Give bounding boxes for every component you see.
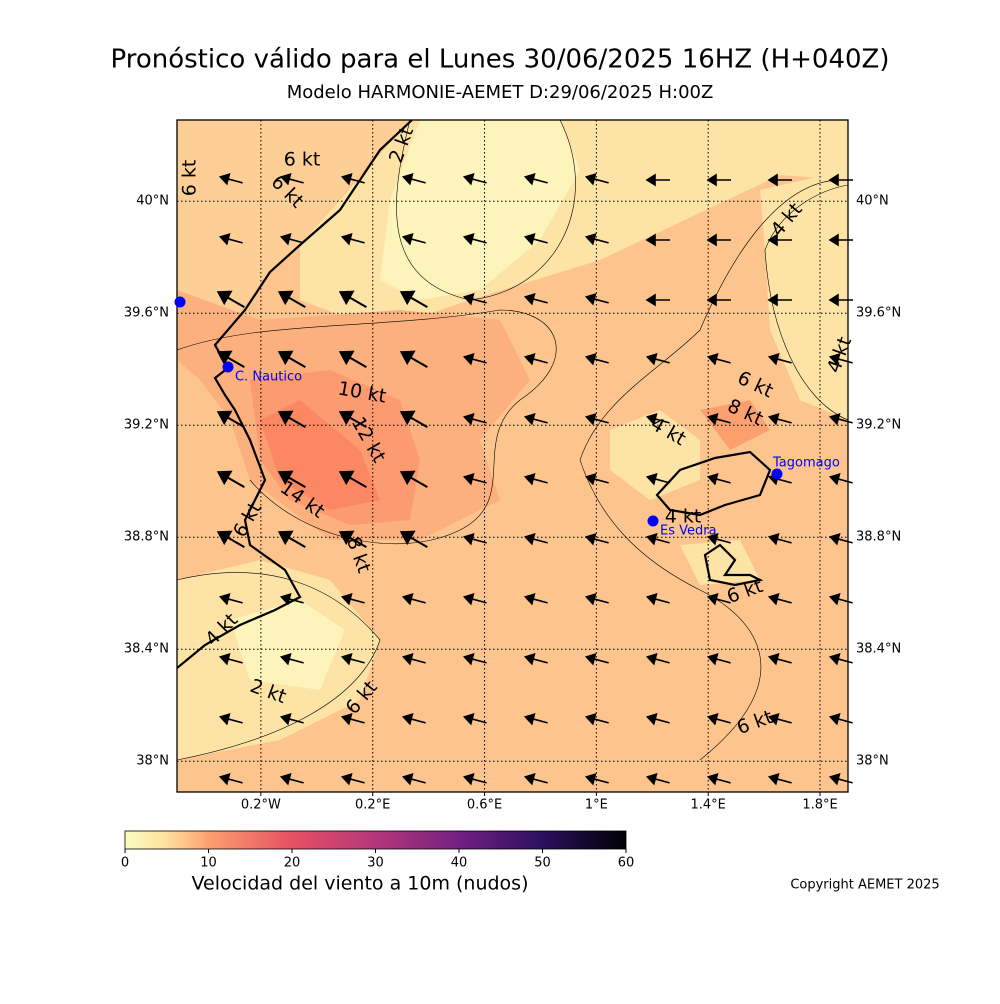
lon-tick-label: 1.4°E xyxy=(691,798,726,813)
colorbar-ticks: 0 10 20 30 40 50 60 xyxy=(121,849,634,871)
map-frame xyxy=(176,119,849,793)
colorbar-tick-label: 40 xyxy=(451,856,468,871)
station-dot xyxy=(647,515,659,527)
colorbar-tick-label: 50 xyxy=(534,856,551,871)
subtitle: Modelo HARMONIE-AEMET D:29/06/2025 H:00Z xyxy=(287,82,714,103)
colorbar xyxy=(124,830,627,850)
station-dot xyxy=(174,296,186,308)
contour-label: 4 kt xyxy=(665,506,702,528)
lat-tick-label: 38.4°N xyxy=(856,642,901,657)
colorbar-label: Velocidad del viento a 10m (nudos) xyxy=(192,873,529,895)
lon-tick-label: 1°E xyxy=(585,798,608,813)
lat-tick-label: 39.6°N xyxy=(856,306,901,321)
colorbar-tick-label: 10 xyxy=(200,856,217,871)
station-dot xyxy=(222,361,234,373)
title: Pronóstico válido para el Lunes 30/06/20… xyxy=(111,45,890,75)
lon-tick-label: 0.2°W xyxy=(241,798,281,813)
lat-tick-label: 38.8°N xyxy=(124,530,169,545)
contour-label: 6 kt xyxy=(284,149,321,171)
station-label: Es Vedra xyxy=(660,524,717,539)
lat-tick-label: 38.4°N xyxy=(124,642,169,657)
colorbar-tick-label: 20 xyxy=(284,856,301,871)
lat-tick-label: 39.2°N xyxy=(856,418,901,433)
lat-tick-label: 38°N xyxy=(856,754,889,769)
station-label: C. Nautico xyxy=(235,370,302,385)
colorbar-tick-label: 0 xyxy=(121,856,129,871)
lat-tick-label: 40°N xyxy=(856,194,889,209)
station-dot xyxy=(771,468,783,480)
colorbar-tick-label: 60 xyxy=(618,856,635,871)
lat-tick-label: 38°N xyxy=(136,754,169,769)
stations: C. Nautico Es Vedra Tagomago xyxy=(174,296,840,539)
lon-tick-label: 1.8°E xyxy=(802,798,837,813)
lat-tick-label: 40°N xyxy=(136,194,169,209)
lat-tick-label: 38.8°N xyxy=(856,530,901,545)
copyright: Copyright AEMET 2025 xyxy=(790,878,939,893)
lat-tick-label: 39.6°N xyxy=(124,306,169,321)
graticule: 0.2°W 0.2°E 0.6°E 1°E 1.4°E 1.8°E 38°N 38°N 38.4… xyxy=(124,120,901,813)
colorbar-tick-label: 30 xyxy=(367,856,384,871)
lat-tick-label: 39.2°N xyxy=(124,418,169,433)
station-label: Tagomago xyxy=(772,456,840,471)
lon-tick-label: 0.6°E xyxy=(467,798,502,813)
lon-tick-label: 0.2°E xyxy=(355,798,390,813)
wind-field xyxy=(177,120,848,792)
contour-label: 6 kt xyxy=(179,160,201,197)
